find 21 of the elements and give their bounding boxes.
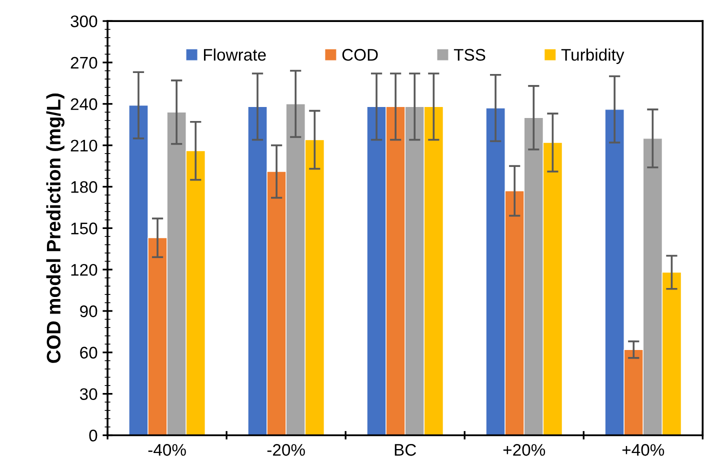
y-tick-label: 30 xyxy=(80,388,98,400)
y-axis-title: COD model Prediction (mg/L) xyxy=(46,94,64,363)
y-tick-label: 150 xyxy=(71,222,98,234)
x-tick-label: -40% xyxy=(148,444,186,456)
legend-label: COD xyxy=(342,48,378,61)
y-tick-label: 300 xyxy=(70,15,98,28)
y-tick-label: 90 xyxy=(80,305,98,318)
y-tick-label: 120 xyxy=(71,264,98,276)
x-tick-label: +20% xyxy=(503,444,546,456)
legend-label: Turbidity xyxy=(561,48,624,64)
legend-label: TSS xyxy=(454,48,486,61)
x-tick-label: BC xyxy=(394,444,416,456)
x-tick-label: +40% xyxy=(622,444,664,456)
y-tick-label: 240 xyxy=(70,98,98,110)
legend-label: Flowrate xyxy=(204,48,266,61)
y-tick-label: 0 xyxy=(89,430,98,442)
y-tick-label: 270 xyxy=(70,56,98,69)
y-tick-label: 210 xyxy=(70,140,98,152)
y-tick-label: 60 xyxy=(80,346,98,359)
x-tick-label: -20% xyxy=(267,444,305,456)
y-tick-label: 180 xyxy=(71,181,98,193)
